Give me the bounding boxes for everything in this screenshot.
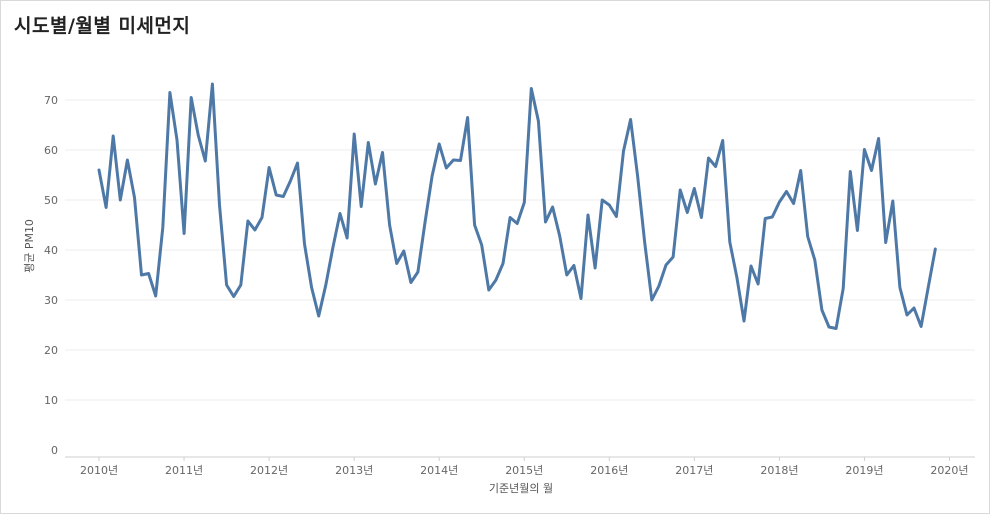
x-tick-label: 2016년 <box>590 464 628 477</box>
series-layer <box>97 82 937 330</box>
y-tick-label: 30 <box>44 294 58 307</box>
y-tick-label: 40 <box>44 244 58 257</box>
y-tick-label: 60 <box>44 144 58 157</box>
y-axis-title: 평균 PM10 <box>23 219 36 273</box>
x-tick-label: 2017년 <box>675 464 713 477</box>
x-tick-label: 2015년 <box>505 464 543 477</box>
x-axis-ticks: 2010년 2011년 2012년 2013년 2014년 2015년 2016년 2017년… <box>80 457 969 477</box>
x-tick-label: 2020년 <box>930 464 968 477</box>
series-line <box>97 82 937 330</box>
x-tick-label: 2012년 <box>250 464 288 477</box>
y-tick-label: 50 <box>44 194 58 207</box>
x-tick-label: 2014년 <box>420 464 458 477</box>
x-tick-label: 2011년 <box>165 464 203 477</box>
x-tick-label: 2010년 <box>80 464 118 477</box>
y-tick-label: 70 <box>44 94 58 107</box>
y-tick-label: 0 <box>51 444 58 457</box>
x-tick-label: 2013년 <box>335 464 373 477</box>
x-tick-label: 2019년 <box>845 464 883 477</box>
x-tick-label: 2018년 <box>760 464 798 477</box>
chart-title: 시도별/월별 미세먼지 <box>14 15 191 37</box>
y-tick-label: 20 <box>44 344 58 357</box>
y-tick-label: 10 <box>44 394 58 407</box>
x-axis-title: 기준년월의 월 <box>489 482 553 495</box>
y-axis-ticks: 0 10 20 30 40 50 60 70 <box>44 94 58 457</box>
